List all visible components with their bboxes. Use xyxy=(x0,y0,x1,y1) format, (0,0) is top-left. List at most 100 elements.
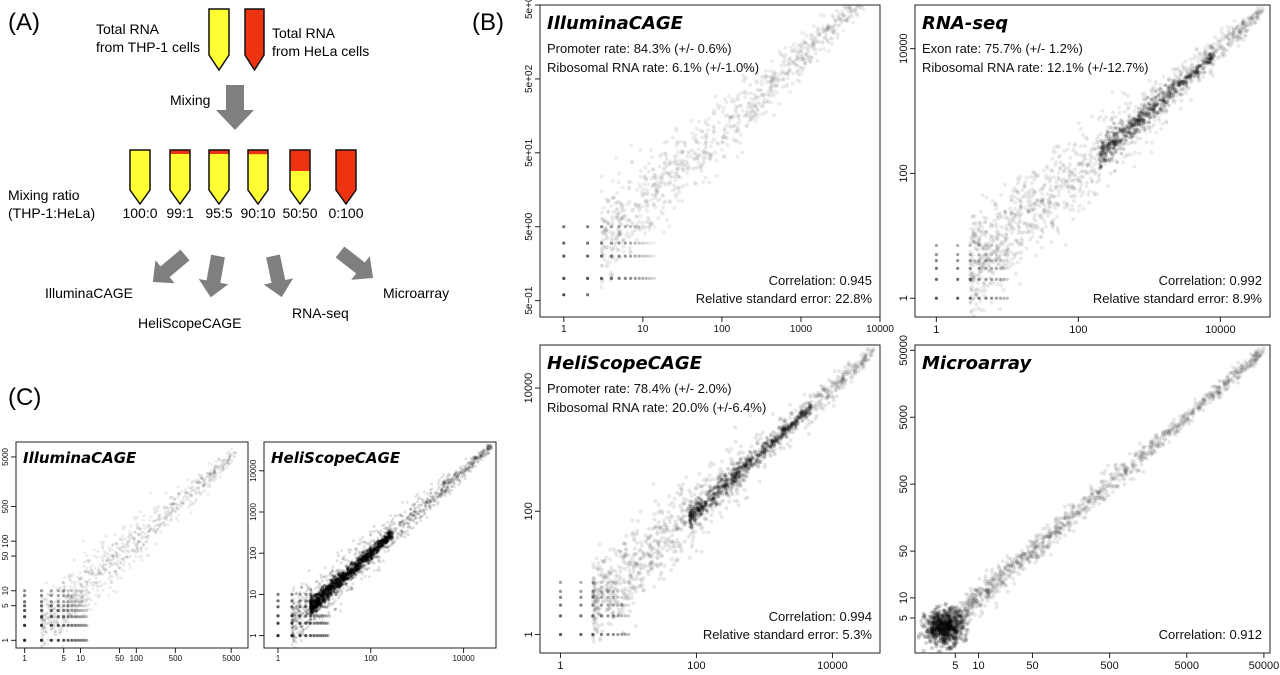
scatter-point xyxy=(654,177,659,182)
scatter-point xyxy=(1024,175,1029,180)
scatter-point xyxy=(1241,38,1246,42)
scatter-point xyxy=(1167,84,1172,89)
scatter-point xyxy=(704,492,709,497)
scatter-point xyxy=(601,257,606,262)
scatter-point xyxy=(627,581,632,585)
scatter-point xyxy=(813,47,818,52)
scatter-point xyxy=(992,218,997,223)
scatter-point xyxy=(679,509,684,514)
scatter-point xyxy=(788,68,793,73)
scatter-point xyxy=(1219,30,1224,35)
scatter-point xyxy=(1206,45,1211,50)
scatter-point xyxy=(1113,126,1118,130)
scatter-point xyxy=(796,50,801,55)
scatter-point xyxy=(819,393,824,398)
scatter-point xyxy=(768,453,773,458)
scatter-point xyxy=(848,5,853,9)
scatter-point xyxy=(653,187,658,192)
scatter-point xyxy=(683,162,688,167)
scatter-point xyxy=(1105,141,1110,146)
tube-outline xyxy=(169,149,191,206)
scatter-point xyxy=(1085,136,1090,141)
scatter-point xyxy=(1214,48,1219,53)
scatter-point xyxy=(676,558,681,563)
scatter-point xyxy=(679,486,684,491)
scatter-point xyxy=(605,608,610,613)
scatter-point xyxy=(1198,70,1202,75)
scatter-point xyxy=(1117,110,1122,115)
scatter-point xyxy=(801,416,806,421)
scatter-point xyxy=(664,157,669,162)
x-tick-label: 10000 xyxy=(1205,324,1236,336)
scatter-point xyxy=(1050,221,1055,226)
scatter-point-discrete xyxy=(616,580,620,585)
scatter-point xyxy=(600,614,605,619)
scatter-point xyxy=(1026,209,1031,214)
scatter-point xyxy=(1194,66,1199,71)
scatter-point xyxy=(768,100,773,105)
scatter-point xyxy=(708,464,712,468)
scatter-point xyxy=(1177,83,1182,87)
scatter-point xyxy=(993,201,998,206)
scatter-point-discrete xyxy=(1005,253,1010,257)
scatter-point xyxy=(1137,122,1141,126)
scatter-point xyxy=(628,572,633,577)
scatter-point xyxy=(796,63,801,68)
scatter-point xyxy=(1000,258,1005,263)
scatter-point xyxy=(618,575,623,580)
scatter-point-discrete xyxy=(609,225,614,229)
scatter-point xyxy=(1103,157,1108,161)
scatter-point xyxy=(1184,75,1188,80)
scatter-point xyxy=(1041,196,1046,201)
scatter-point xyxy=(1187,73,1192,78)
scatter-point xyxy=(740,150,745,155)
scatter-point xyxy=(1107,139,1112,144)
scatter-point xyxy=(983,288,988,293)
scatter-point xyxy=(1108,145,1113,150)
scatter-point xyxy=(692,492,697,497)
scatter-point xyxy=(1243,25,1248,29)
scatter-point xyxy=(826,395,831,400)
scatter-point xyxy=(629,591,634,596)
scatter-point xyxy=(1142,112,1147,117)
scatter-point xyxy=(1070,184,1075,189)
scatter-point xyxy=(994,249,998,254)
scatter-point xyxy=(1148,106,1152,111)
scatter-point xyxy=(1167,94,1172,99)
scatter-point xyxy=(768,85,773,90)
scatter-point xyxy=(859,5,864,10)
scatter-point xyxy=(634,551,639,556)
scatter-point-discrete xyxy=(591,580,595,585)
scatter-point xyxy=(670,533,675,538)
scatter-point-discrete xyxy=(591,589,595,594)
scatter-point xyxy=(848,14,853,19)
scatter-point xyxy=(1016,190,1021,195)
scatter-point xyxy=(762,465,767,470)
arrow-to-rnaseq xyxy=(263,254,294,298)
scatter-point xyxy=(630,220,634,225)
scatter-point xyxy=(650,221,655,226)
scatter-point xyxy=(632,561,637,566)
scatter-point-discrete xyxy=(934,259,939,263)
scatter-point xyxy=(1137,111,1142,115)
scatter-point xyxy=(1004,223,1009,228)
scatter-point xyxy=(670,540,675,545)
scatter-point xyxy=(798,47,803,52)
scatter-point xyxy=(1241,21,1246,26)
scatter-point xyxy=(818,47,823,52)
scatter-point xyxy=(1129,123,1134,128)
scatter-point xyxy=(1105,149,1109,154)
scatter-point xyxy=(1258,9,1263,14)
scatter-point xyxy=(670,528,675,533)
scatter-point xyxy=(689,544,694,549)
scatter-point xyxy=(1112,141,1116,145)
scatter-point xyxy=(592,607,597,612)
scatter-point xyxy=(599,210,604,215)
scatter-point xyxy=(1176,82,1181,87)
scatter-point xyxy=(600,622,605,627)
scatter-point xyxy=(1053,150,1057,155)
scatter-point xyxy=(1168,89,1173,93)
scatter-point xyxy=(653,538,658,543)
scatter-point xyxy=(753,104,758,109)
scatter-point xyxy=(650,184,655,189)
